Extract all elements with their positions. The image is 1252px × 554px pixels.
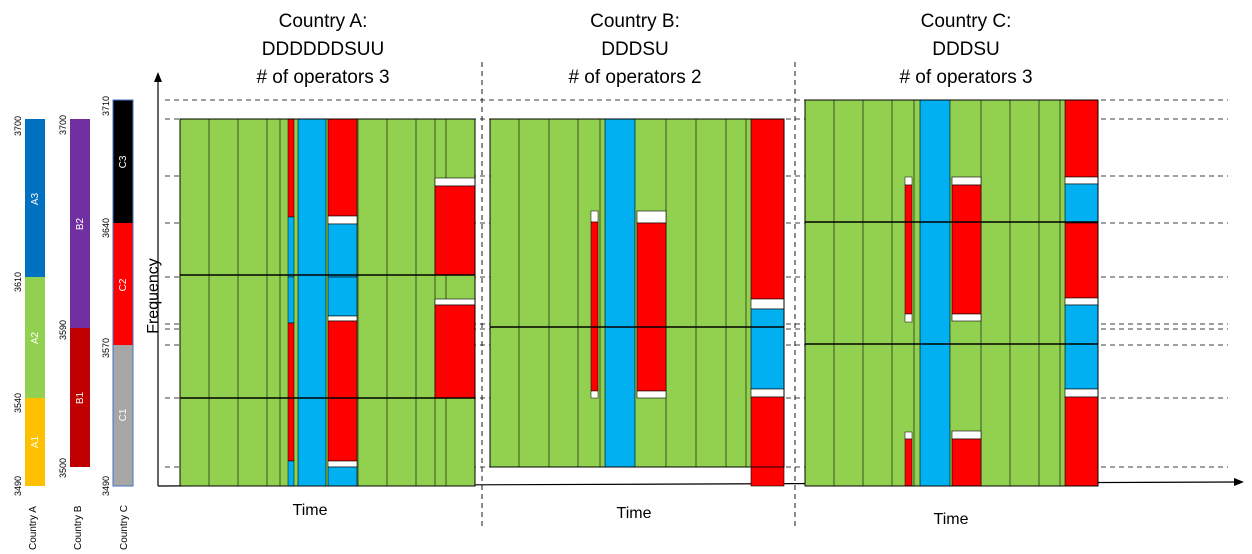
block-c3 <box>113 100 133 223</box>
panel-country-b <box>489 118 785 487</box>
tick-b-3500: 3500 <box>58 458 68 478</box>
panel-c-title-1: Country C: <box>921 11 1012 32</box>
tick-c-3490: 3490 <box>101 476 111 496</box>
panel-c-area <box>804 99 1099 487</box>
country-c-label: Country C <box>119 505 130 550</box>
block-label-a3: A3 <box>30 192 41 205</box>
block-b2 <box>70 119 90 328</box>
block-label-b2: B2 <box>75 217 86 230</box>
tick-c-3710: 3710 <box>101 96 111 116</box>
allocation-country-c: C3 C2 C1 3710 3640 3570 3490 Country C <box>101 96 134 550</box>
tick-a-3700: 3700 <box>13 116 23 136</box>
tick-b-3700: 3700 <box>58 115 68 135</box>
panel-b-time-label: Time <box>617 505 652 522</box>
allocation-country-a: A3 A2 A1 3700 3610 3540 3490 Country A <box>13 116 45 550</box>
panel-a-time-label: Time <box>293 502 328 519</box>
panel-b-title-1: Country B: <box>590 11 680 32</box>
block-a1 <box>25 398 45 486</box>
block-c1 <box>113 345 133 486</box>
tick-c-3570: 3570 <box>101 338 111 358</box>
country-b-label: Country B <box>73 505 84 550</box>
panel-a-area <box>179 118 476 487</box>
panel-country-c <box>804 99 1099 487</box>
panel-separators <box>481 62 796 530</box>
tick-a-3490: 3490 <box>13 476 23 496</box>
panel-a-title-2: DDDDDDSUU <box>262 39 384 60</box>
frequency-axis-label: Frequency <box>145 258 162 334</box>
panel-c-time-label: Time <box>934 511 969 528</box>
block-a2 <box>25 277 45 398</box>
tick-a-3540: 3540 <box>13 393 23 413</box>
block-label-c2: C2 <box>118 278 129 291</box>
tick-a-3610: 3610 <box>13 272 23 292</box>
block-a3 <box>25 119 45 277</box>
panel-a-title-1: Country A: <box>279 11 368 32</box>
tick-c-3640: 3640 <box>101 218 111 238</box>
block-b1 <box>70 328 90 467</box>
block-c2 <box>113 223 133 345</box>
panel-c-title-3: # of operators 3 <box>899 67 1032 88</box>
block-label-a1: A1 <box>30 435 41 448</box>
block-label-a2: A2 <box>30 331 41 344</box>
block-label-c1: C1 <box>118 408 129 421</box>
country-a-label: Country A <box>28 506 39 550</box>
panel-c-title-2: DDDSU <box>932 39 1000 60</box>
allocation-country-b: B2 B1 3700 3590 3500 Country B <box>58 115 90 550</box>
panel-b-title-3: # of operators 2 <box>568 67 701 88</box>
block-label-b1: B1 <box>75 391 86 404</box>
panel-country-a <box>179 118 476 487</box>
block-label-c3: C3 <box>118 155 129 168</box>
panel-b-title-2: DDDSU <box>601 39 669 60</box>
tick-b-3590: 3590 <box>58 320 68 340</box>
panel-a-title-3: # of operators 3 <box>256 67 389 88</box>
